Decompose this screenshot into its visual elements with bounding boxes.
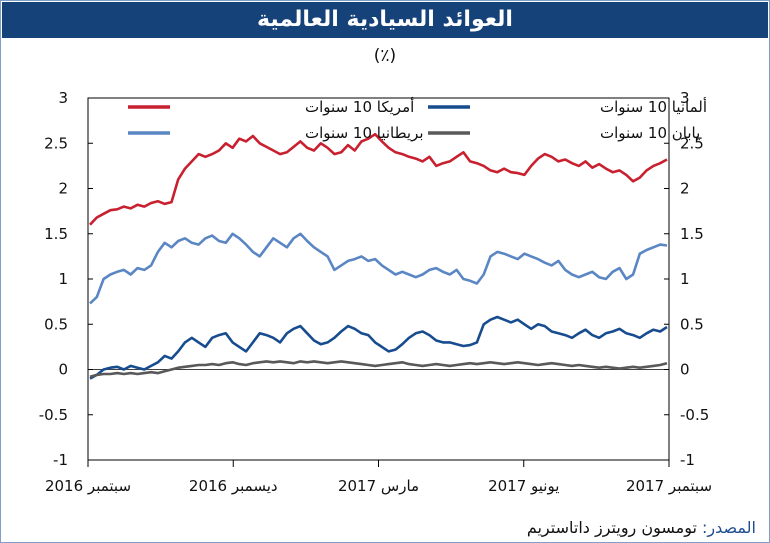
legend-label: يابان 10 سنوات	[600, 124, 700, 142]
y-tick-label-left: -0.5	[39, 406, 68, 424]
y-tick-label-right: 0	[680, 361, 690, 379]
y-tick-label-left: 3	[58, 89, 68, 107]
y-tick-label-left: 0	[58, 361, 68, 379]
chart-title: العوائد السيادية العالمية	[2, 2, 768, 38]
series-line-3	[89, 232, 668, 305]
source-note: المصدر: تومسون رويترز داتاستريم	[527, 518, 756, 537]
y-tick-label-right: 1	[680, 270, 690, 288]
y-tick-label-right: 1.5	[680, 225, 704, 243]
y-tick-label-left: 1.5	[44, 225, 68, 243]
x-tick-label: سبتمبر 2017	[626, 477, 712, 495]
series-line-1	[89, 132, 668, 226]
legend-label: ألمانيا 10 سنوات	[600, 97, 707, 116]
y-tick-label-left: 1	[58, 270, 68, 288]
y-tick-label-right: 2	[680, 180, 690, 198]
x-tick-label: ديسمبر 2016	[189, 477, 278, 495]
y-tick-label-right: -0.5	[680, 406, 709, 424]
source-text: تومسون رويترز داتاستريم	[526, 518, 697, 537]
y-tick-label-right: 0.5	[680, 315, 704, 333]
source-label: المصدر:	[702, 518, 756, 537]
plot-area-border	[87, 97, 670, 461]
y-tick-label-right: 3	[680, 89, 690, 107]
y-tick-label-right: -1	[680, 451, 695, 469]
legend-label: بريطانيا 10 سنوات	[305, 124, 424, 142]
legend-label: أمريكا 10 سنوات	[305, 97, 414, 116]
x-tick-label: مارس 2017	[338, 477, 419, 495]
x-tick-label: سبتمبر 2016	[45, 477, 131, 495]
y-tick-label-left: 2	[58, 180, 68, 198]
y-tick-label-left: 2.5	[44, 134, 68, 152]
x-tick-label: يونيو 2017	[488, 477, 559, 495]
y-tick-label-right: 2.5	[680, 134, 704, 152]
y-tick-label-left: -1	[53, 451, 68, 469]
series-line-2	[89, 315, 668, 380]
chart-subtitle: (٪)	[373, 46, 397, 66]
series-line-4	[89, 360, 668, 378]
y-tick-label-left: 0.5	[44, 315, 68, 333]
